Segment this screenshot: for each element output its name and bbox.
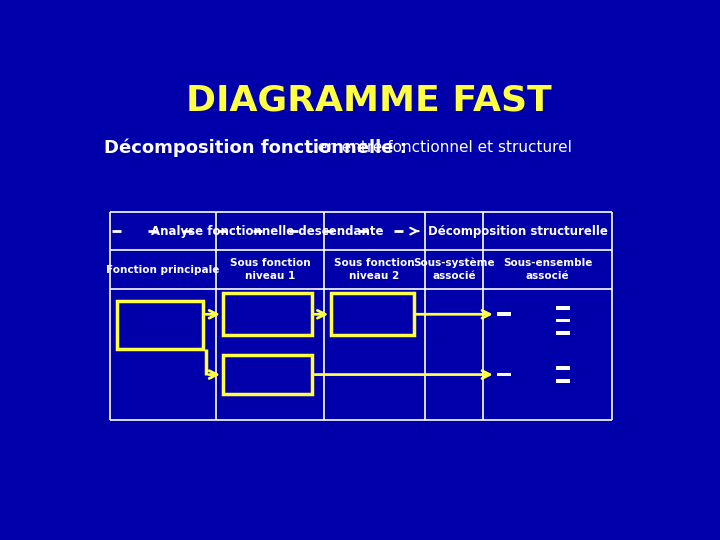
Bar [331,293,413,335]
Bar [556,379,570,383]
Text: Sous-ensemble
associé: Sous-ensemble associé [503,258,593,281]
Text: Fonction principale: Fonction principale [106,265,219,274]
Text: Analyse fonctionnelle descendante: Analyse fonctionnelle descendante [151,225,384,238]
Text: Décomposition structurelle: Décomposition structurelle [428,225,608,238]
Text: Lien entre fonctionnel et structurel: Lien entre fonctionnel et structurel [305,140,572,156]
Bar [556,331,570,335]
Bar [498,373,511,376]
Text: Décomposition fonctionnelle :: Décomposition fonctionnelle : [104,139,413,157]
Bar [556,367,570,370]
Bar [498,313,511,316]
Bar [222,355,312,394]
Text: Sous-système
associé: Sous-système associé [413,258,495,281]
Bar [117,301,203,349]
Text: DIAGRAMME FAST: DIAGRAMME FAST [186,83,552,117]
Bar [556,319,570,322]
Bar [222,293,312,335]
Text: Sous fonction
niveau 1: Sous fonction niveau 1 [230,258,310,281]
Bar [556,306,570,310]
Text: Sous fonction
niveau 2: Sous fonction niveau 2 [334,258,415,281]
